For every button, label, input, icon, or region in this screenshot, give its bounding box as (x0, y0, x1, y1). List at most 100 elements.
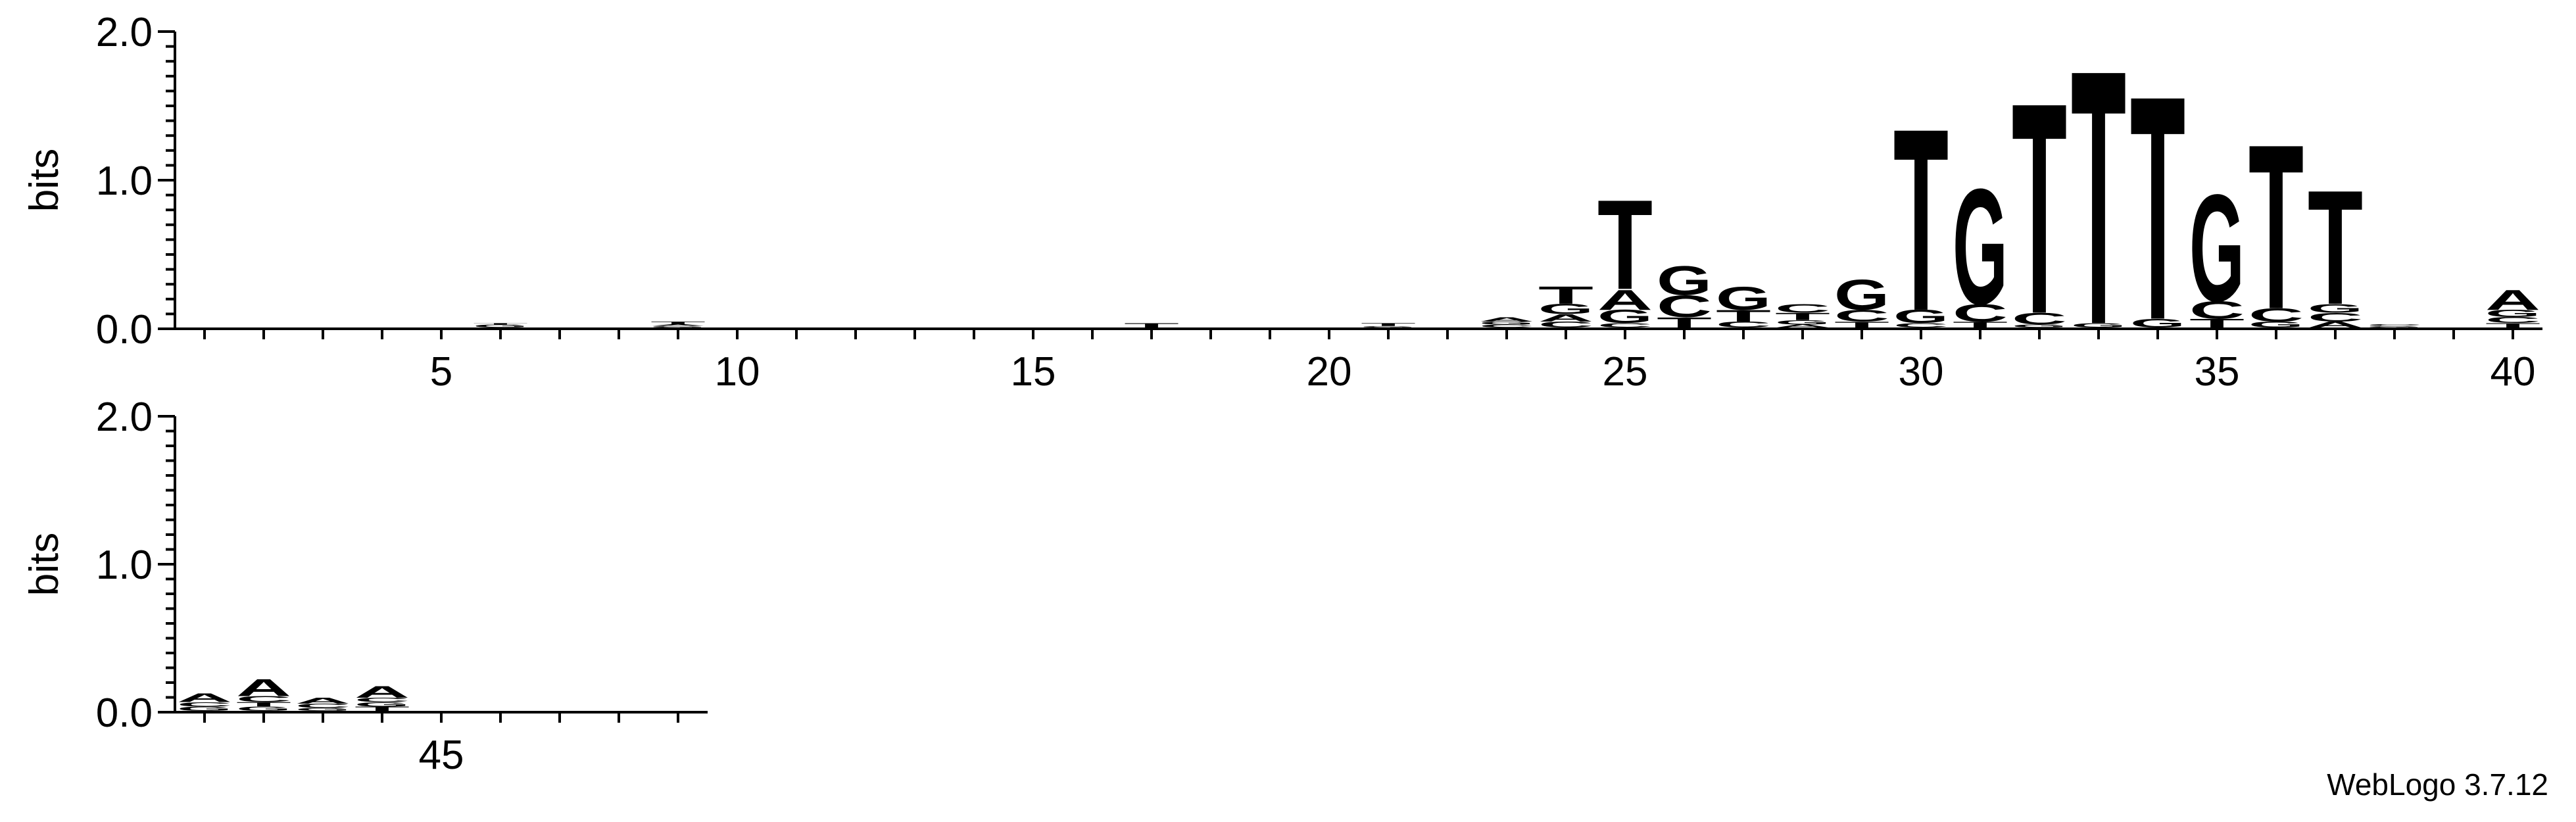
logo-letter-T: T (1893, 74, 1949, 365)
logo-letter-C: C (2248, 304, 2304, 326)
logo-letter-G: G (2367, 326, 2422, 327)
logo-letter-T: T (2485, 322, 2540, 329)
logo-letter-A: A (2308, 320, 2363, 329)
logo-letter-C: C (2189, 297, 2245, 324)
logo-column-32: GCT (2012, 40, 2067, 377)
logo-column-34: GT (2130, 29, 2185, 387)
logo-letter-T: T (2189, 316, 2245, 330)
logo-letter-T: T (2248, 97, 2304, 359)
x-tick-label: 45 (419, 733, 464, 778)
logo-column-9: GAT (650, 321, 706, 328)
logo-letter-G: G (473, 324, 528, 328)
logo-letter-A: A (1538, 312, 1593, 324)
logo-letter-G: G (2189, 163, 2245, 333)
logo-letter-T: T (1657, 314, 1712, 331)
logo-column-41: GCA (177, 691, 232, 712)
logo-letter-G: G (354, 701, 410, 708)
logo-letter-G: G (1953, 154, 2008, 339)
y-tick-label: 2.0 (96, 10, 153, 55)
logo-letter-C: C (2308, 310, 2363, 324)
logo-letter-A: A (295, 696, 351, 705)
logo-letter-T: T (1538, 281, 1593, 309)
logo-letter-G: G (236, 706, 291, 712)
logo-letter-T: T (2130, 29, 2185, 387)
logo-letter-A: A (1775, 324, 1830, 328)
y-tick-label: 0.0 (96, 690, 153, 736)
logo-letter-G: G (2308, 302, 2363, 316)
logo-letter-A: A (1597, 283, 1653, 316)
x-tick-label: 20 (1307, 349, 1352, 395)
logo-letter-C: C (1597, 322, 1653, 329)
x-tick-label: 25 (1603, 349, 1648, 395)
axes: 0.0 1.0 2.0 bits 5 10 15 20 25 30 35 40 0.0 1.0 2.0 bit… (22, 10, 2542, 778)
logo-letter-T: T (1953, 320, 2008, 329)
logo-letter-C: C (2367, 324, 2422, 326)
logo-column-29: TCG (1834, 270, 1889, 329)
y-tick-label: 2.0 (96, 395, 153, 440)
logo-column-38: GC (2367, 324, 2422, 328)
logo-letter-T: T (1361, 322, 1416, 327)
logo-letter-G: G (1716, 280, 1771, 317)
logo-letter-G: G (650, 326, 706, 327)
logo-letter-T: T (1716, 306, 1771, 325)
logo-letter-C: C (1775, 301, 1830, 315)
logo-letter-G: G (1893, 306, 1949, 327)
logo-letter-G: G (2012, 324, 2067, 328)
logo-letter-G: G (1834, 270, 1889, 319)
logo-column-17: T (1124, 322, 1179, 329)
logo-letter-C: C (2012, 310, 2067, 328)
y-axis-label: bits (22, 533, 67, 596)
logo-letter-G: G (1597, 306, 1653, 327)
logo-letter-G: G (1538, 301, 1593, 318)
logo-column-31: TCG (1953, 154, 2008, 339)
x-tick-label: 5 (430, 349, 452, 395)
logo-column-21: GT (1361, 322, 1416, 328)
logo-letter-C: C (236, 694, 291, 704)
logo-letter-G: G (2071, 322, 2126, 329)
weblogo-credit: WebLogo 3.7.12 (2327, 767, 2548, 802)
logo-letter-A: A (236, 674, 291, 702)
logo-letter-G: G (1657, 257, 1712, 303)
x-tick-label: 40 (2491, 349, 2536, 395)
logo-letter-C: C (1953, 299, 2008, 327)
logo-letter-G: G (2130, 316, 2185, 330)
y-tick-label: 0.0 (96, 307, 153, 352)
logo-column-26: TCG (1657, 257, 1712, 330)
logo-letter-G: G (2485, 308, 2540, 319)
logo-letter-A: A (1479, 316, 1534, 323)
logo-letter-C: C (2485, 316, 2540, 325)
logo-letter-T: T (473, 323, 528, 326)
logo-letter-C: C (1893, 322, 1949, 329)
logo-column-36: GCT (2248, 97, 2304, 359)
x-tick-label: 15 (1011, 349, 1056, 395)
logo-letter-T: T (1775, 310, 1830, 322)
logo-letter-T: T (354, 706, 410, 712)
logo-letter-T: T (650, 321, 706, 326)
x-tick-label: 35 (2195, 349, 2240, 395)
logo-row-1: 0.0 1.0 2.0 bits 5 10 15 20 25 30 35 40 (22, 10, 2542, 395)
logo-letter-G: G (1775, 319, 1830, 326)
y-axis-label: bits (22, 149, 67, 212)
logo-letter-C: C (1479, 324, 1534, 328)
logo-letter-A: A (177, 691, 232, 705)
logo-letter-T: T (1597, 173, 1653, 316)
logo-letter-T: T (2071, 0, 2126, 400)
y-tick-label: 1.0 (96, 158, 153, 204)
x-tick-label: 10 (715, 349, 760, 395)
logo-letter-T: T (1124, 322, 1179, 329)
logo-letter-C: C (177, 701, 232, 708)
logo-row-2: 0.0 1.0 2.0 bits 45 (22, 395, 708, 778)
logo-letter-G: G (1361, 326, 1416, 327)
logo-letter-C: C (354, 696, 410, 703)
logo-letter-C: C (1834, 306, 1889, 325)
x-tick-label: 30 (1899, 349, 1944, 395)
logo-column-35: TCG (2189, 163, 2245, 333)
